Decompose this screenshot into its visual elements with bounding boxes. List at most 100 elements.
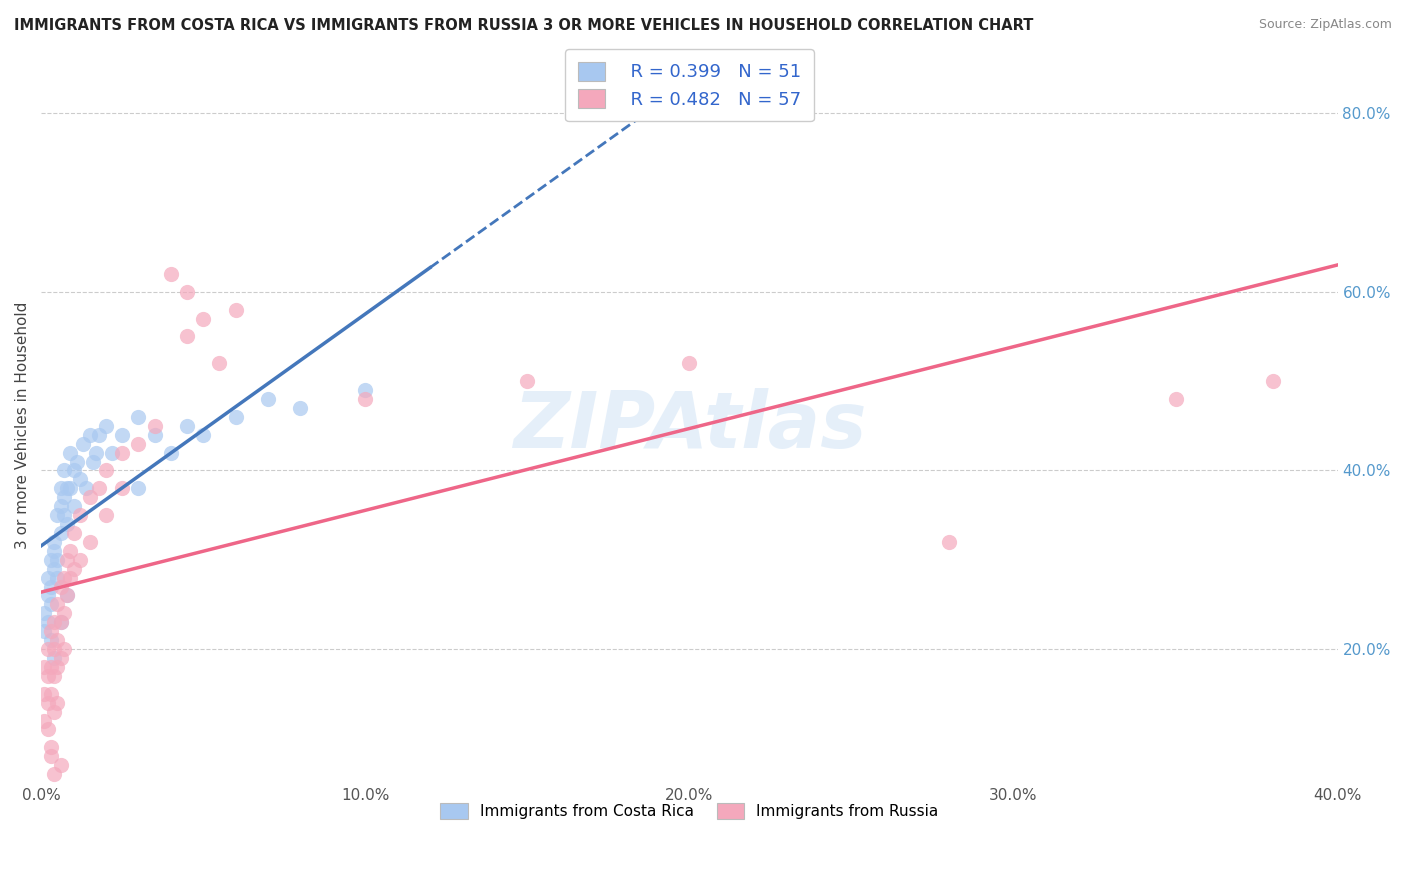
Point <box>52 463 75 477</box>
Point <box>52 607 75 621</box>
Point <box>225 302 247 317</box>
Point <box>66 454 89 468</box>
Point <box>46 553 69 567</box>
Point <box>46 633 69 648</box>
Point <box>127 409 149 424</box>
Point <box>42 651 65 665</box>
Point <box>938 534 960 549</box>
Point <box>208 356 231 370</box>
Point <box>62 463 84 477</box>
Point <box>42 544 65 558</box>
Point <box>76 481 98 495</box>
Point <box>56 589 79 603</box>
Point <box>52 490 75 504</box>
Point <box>42 705 65 719</box>
Point <box>37 696 59 710</box>
Point <box>34 687 56 701</box>
Point <box>39 598 62 612</box>
Point <box>94 418 117 433</box>
Point <box>56 589 79 603</box>
Point <box>42 615 65 630</box>
Point <box>49 499 72 513</box>
Point <box>72 436 94 450</box>
Point <box>111 427 134 442</box>
Point <box>46 696 69 710</box>
Point <box>49 615 72 630</box>
Point <box>52 508 75 522</box>
Point <box>42 669 65 683</box>
Point <box>56 516 79 531</box>
Point <box>52 571 75 585</box>
Point <box>82 454 104 468</box>
Point <box>678 356 700 370</box>
Point <box>42 562 65 576</box>
Point <box>516 374 538 388</box>
Point <box>49 615 72 630</box>
Point <box>34 607 56 621</box>
Point <box>69 553 91 567</box>
Point <box>94 508 117 522</box>
Point <box>49 481 72 495</box>
Point <box>39 687 62 701</box>
Point <box>1164 392 1187 406</box>
Y-axis label: 3 or more Vehicles in Household: 3 or more Vehicles in Household <box>15 302 30 549</box>
Point <box>159 267 181 281</box>
Point <box>56 553 79 567</box>
Point <box>34 714 56 728</box>
Point <box>59 544 82 558</box>
Point <box>1261 374 1284 388</box>
Point <box>46 571 69 585</box>
Point <box>37 615 59 630</box>
Text: Source: ZipAtlas.com: Source: ZipAtlas.com <box>1258 18 1392 31</box>
Point <box>46 598 69 612</box>
Point <box>143 427 166 442</box>
Point <box>176 285 198 299</box>
Point <box>37 571 59 585</box>
Point <box>39 660 62 674</box>
Point <box>143 418 166 433</box>
Point <box>193 427 215 442</box>
Point <box>225 409 247 424</box>
Point <box>34 660 56 674</box>
Point <box>52 642 75 657</box>
Point <box>101 445 124 459</box>
Point <box>42 767 65 781</box>
Point <box>127 481 149 495</box>
Point <box>49 651 72 665</box>
Point <box>37 642 59 657</box>
Point <box>62 562 84 576</box>
Point <box>354 392 377 406</box>
Point <box>49 758 72 772</box>
Point <box>34 624 56 639</box>
Point <box>39 749 62 764</box>
Point <box>37 669 59 683</box>
Point <box>62 499 84 513</box>
Point <box>79 427 101 442</box>
Point <box>111 481 134 495</box>
Point <box>39 624 62 639</box>
Point <box>79 534 101 549</box>
Legend: Immigrants from Costa Rica, Immigrants from Russia: Immigrants from Costa Rica, Immigrants f… <box>434 797 945 825</box>
Point <box>59 481 82 495</box>
Point <box>62 525 84 540</box>
Text: IMMIGRANTS FROM COSTA RICA VS IMMIGRANTS FROM RUSSIA 3 OR MORE VEHICLES IN HOUSE: IMMIGRANTS FROM COSTA RICA VS IMMIGRANTS… <box>14 18 1033 33</box>
Point <box>39 740 62 755</box>
Point <box>59 571 82 585</box>
Point <box>42 534 65 549</box>
Point <box>193 311 215 326</box>
Point <box>46 508 69 522</box>
Point <box>176 329 198 343</box>
Point <box>176 418 198 433</box>
Point <box>94 463 117 477</box>
Point <box>49 580 72 594</box>
Point <box>59 445 82 459</box>
Point <box>257 392 280 406</box>
Point <box>37 723 59 737</box>
Point <box>39 580 62 594</box>
Point <box>46 660 69 674</box>
Point <box>56 481 79 495</box>
Point <box>42 642 65 657</box>
Point <box>127 436 149 450</box>
Point <box>79 490 101 504</box>
Point <box>69 508 91 522</box>
